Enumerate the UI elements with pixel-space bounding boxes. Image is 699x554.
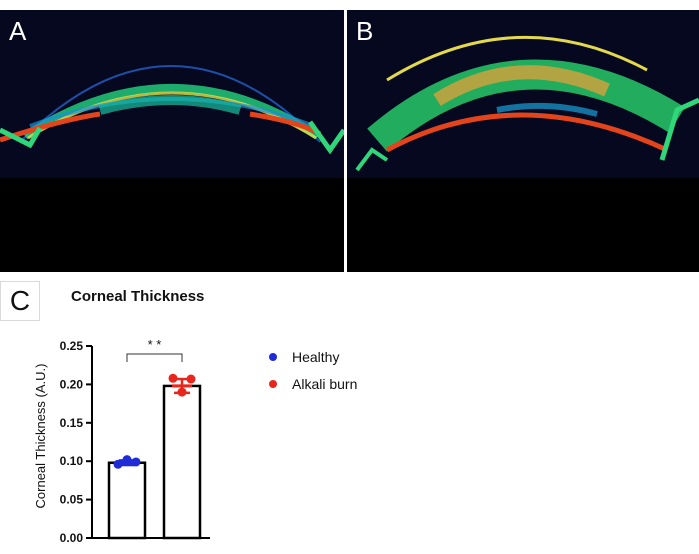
significance-label: * * (148, 337, 162, 352)
panel-label-a: A (9, 16, 27, 46)
oct-image-b: B (347, 10, 699, 272)
oct-scan-b-graphic (347, 10, 699, 272)
data-point (177, 387, 187, 397)
y-tick-label: 0.00 (60, 531, 84, 545)
legend-marker (269, 380, 277, 388)
y-axis-label: Corneal Thickness (A.U.) (33, 364, 48, 509)
oct-scan-a-graphic (0, 10, 344, 272)
bar-chart: Corneal Thickness (A.U.) 0.00 0.05 0.10 0.1… (33, 337, 357, 545)
y-tick-label: 0.05 (60, 493, 84, 507)
y-tick-label: 0.15 (60, 416, 84, 430)
legend-label: Healthy (292, 349, 339, 365)
legend-marker (269, 353, 277, 361)
legend-label: Alkali burn (292, 376, 357, 392)
y-tick-label: 0.25 (60, 339, 84, 353)
chart-title: Corneal Thickness (71, 288, 205, 305)
oct-image-a: A (0, 10, 344, 272)
data-point (186, 374, 196, 384)
data-point (131, 457, 141, 467)
panel-label-b: B (356, 16, 374, 46)
data-point (122, 455, 132, 465)
data-point (168, 373, 178, 383)
y-tick-label: 0.10 (60, 454, 84, 468)
panel-label-c: C (0, 281, 40, 321)
data-point (113, 459, 123, 469)
bar-alkali-burn (162, 384, 202, 540)
bar-healthy (107, 461, 147, 540)
significance-bracket (126, 353, 183, 362)
y-tick-label: 0.20 (60, 377, 84, 391)
